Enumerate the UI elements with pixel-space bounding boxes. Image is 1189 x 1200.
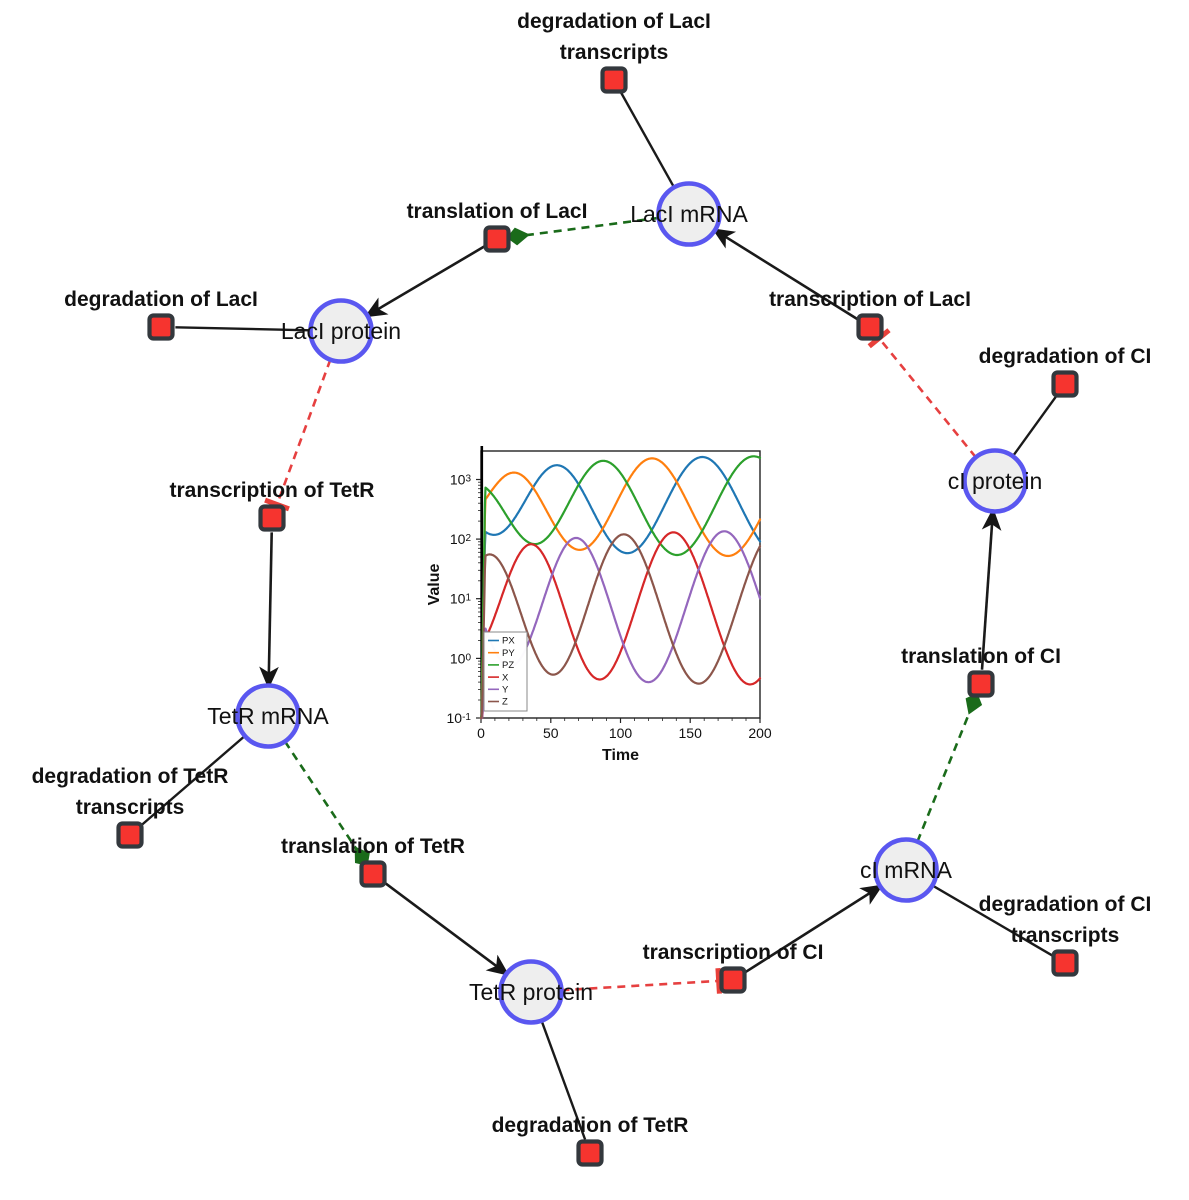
svg-text:degradation of LacI: degradation of LacI xyxy=(517,10,711,33)
svg-text:transcripts: transcripts xyxy=(1011,924,1120,947)
svg-text:Z: Z xyxy=(502,697,508,708)
svg-text:200: 200 xyxy=(748,725,772,741)
svg-text:50: 50 xyxy=(543,725,559,741)
svg-text:cI protein: cI protein xyxy=(948,468,1043,494)
svg-text:TetR protein: TetR protein xyxy=(469,979,593,1005)
svg-text:102: 102 xyxy=(450,531,472,547)
svg-text:PX: PX xyxy=(502,636,515,647)
svg-text:translation of LacI: translation of LacI xyxy=(407,200,588,223)
svg-text:transcripts: transcripts xyxy=(76,796,185,819)
svg-text:0: 0 xyxy=(477,725,485,741)
svg-text:100: 100 xyxy=(609,725,633,741)
svg-text:X: X xyxy=(502,672,509,683)
svg-text:Y: Y xyxy=(502,685,509,696)
svg-text:TetR mRNA: TetR mRNA xyxy=(207,703,329,729)
svg-text:transcription of CI: transcription of CI xyxy=(643,941,824,964)
svg-text:10-1: 10-1 xyxy=(447,710,472,726)
svg-text:translation of CI: translation of CI xyxy=(901,645,1061,668)
svg-text:transcription of LacI: transcription of LacI xyxy=(769,288,971,311)
svg-text:101: 101 xyxy=(450,591,472,607)
svg-text:103: 103 xyxy=(450,472,472,488)
svg-text:LacI mRNA: LacI mRNA xyxy=(630,201,748,227)
svg-text:degradation of TetR: degradation of TetR xyxy=(492,1114,689,1137)
svg-text:LacI protein: LacI protein xyxy=(281,318,401,344)
svg-text:degradation of TetR: degradation of TetR xyxy=(32,765,229,788)
svg-text:150: 150 xyxy=(679,725,703,741)
svg-text:100: 100 xyxy=(450,650,472,666)
svg-text:PZ: PZ xyxy=(502,660,514,671)
svg-text:PY: PY xyxy=(502,648,515,659)
svg-text:translation of TetR: translation of TetR xyxy=(281,835,465,858)
svg-text:degradation of CI: degradation of CI xyxy=(979,893,1152,916)
svg-text:Time: Time xyxy=(602,747,639,764)
svg-text:cI mRNA: cI mRNA xyxy=(860,857,953,883)
svg-text:Value: Value xyxy=(426,564,443,606)
svg-text:degradation of LacI: degradation of LacI xyxy=(64,288,258,311)
svg-text:transcripts: transcripts xyxy=(560,41,669,64)
svg-text:degradation of CI: degradation of CI xyxy=(979,345,1152,368)
svg-text:transcription of TetR: transcription of TetR xyxy=(170,479,375,502)
